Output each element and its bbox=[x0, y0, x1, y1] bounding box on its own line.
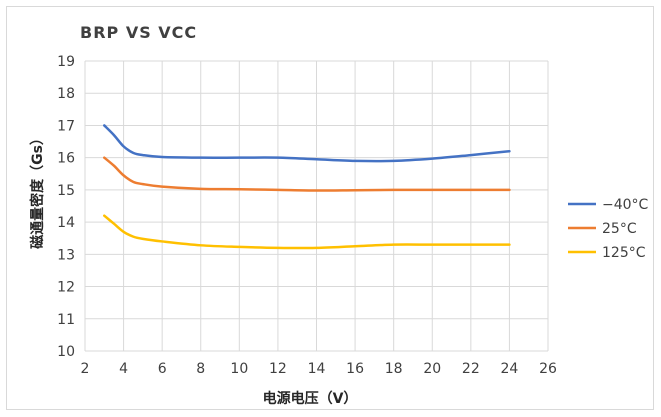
y-tick-label: 15 bbox=[57, 183, 75, 199]
y-tick-label: 11 bbox=[57, 312, 75, 328]
series-line bbox=[103, 156, 511, 192]
y-tick-label: 12 bbox=[57, 280, 75, 296]
x-axis-label: 电源电压（V） bbox=[263, 390, 358, 407]
y-axis-label: 磁通量密度（Gs） bbox=[29, 131, 46, 249]
chart-title: BRP VS VCC bbox=[80, 23, 197, 42]
y-tick-label: 18 bbox=[57, 86, 75, 102]
x-tick-label: 10 bbox=[230, 361, 248, 377]
y-tick-label: 13 bbox=[57, 247, 75, 263]
chart-frame bbox=[6, 6, 654, 410]
x-tick-label: 16 bbox=[346, 361, 364, 377]
y-tick-label: 16 bbox=[57, 151, 75, 167]
grid-lines bbox=[84, 60, 549, 352]
series-line bbox=[103, 124, 511, 163]
series-lines bbox=[103, 124, 511, 250]
x-tick-label: 20 bbox=[423, 361, 441, 377]
y-tick-label: 17 bbox=[57, 118, 75, 134]
legend-label: 25°C bbox=[602, 221, 637, 237]
x-tick-label: 24 bbox=[501, 361, 519, 377]
x-tick-label: 12 bbox=[269, 361, 287, 377]
y-tick-label: 10 bbox=[57, 344, 75, 360]
x-tick-labels: 2 4 6 8 10 12 14 16 18 20 22 24 26 bbox=[81, 361, 557, 377]
x-tick-label: 8 bbox=[196, 361, 205, 377]
y-tick-label: 14 bbox=[57, 215, 75, 231]
y-tick-labels: 10 11 12 13 14 15 16 17 18 19 bbox=[57, 54, 75, 360]
legend: −40°C 25°C 125°C bbox=[568, 197, 649, 261]
x-tick-label: 18 bbox=[385, 361, 403, 377]
x-tick-label: 4 bbox=[119, 361, 128, 377]
x-tick-label: 26 bbox=[539, 361, 557, 377]
x-tick-label: 6 bbox=[158, 361, 167, 377]
x-tick-label: 22 bbox=[462, 361, 480, 377]
x-tick-label: 2 bbox=[81, 361, 90, 377]
x-tick-label: 14 bbox=[308, 361, 326, 377]
y-tick-label: 19 bbox=[57, 54, 75, 70]
legend-label: 125°C bbox=[602, 245, 646, 261]
legend-label: −40°C bbox=[602, 197, 649, 213]
series-line bbox=[103, 214, 511, 250]
